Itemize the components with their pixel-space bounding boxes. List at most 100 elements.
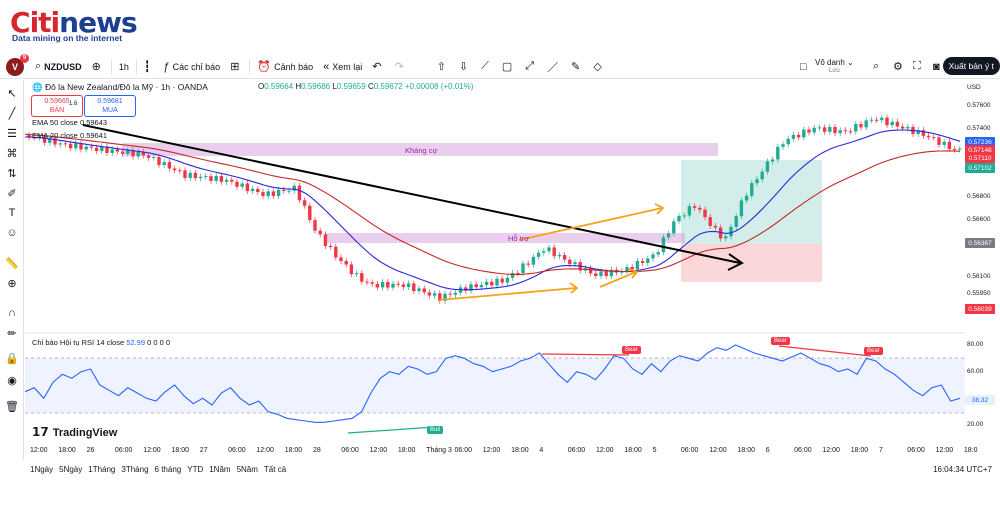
candle <box>448 293 452 295</box>
settings-button[interactable]: ⚙ <box>888 55 911 79</box>
sell-button[interactable]: 0.59665 BÁN <box>31 95 83 117</box>
price-tick: 0.56100 <box>967 273 991 280</box>
citinews-logo[interactable]: Citinews <box>10 6 138 39</box>
range-button[interactable]: YTD <box>187 465 204 474</box>
time-tick: 06:00 <box>794 447 812 454</box>
candle <box>198 176 203 179</box>
brush-icon: ✐ <box>7 187 17 200</box>
ema20-legend[interactable]: EMA 20 close 0.59641 <box>32 131 108 140</box>
layout-button[interactable]: ⊞ <box>225 55 247 79</box>
candle <box>776 146 780 160</box>
candle <box>656 252 660 255</box>
fill-tool[interactable]: ◇ <box>588 55 609 79</box>
indicators-icon: ƒ <box>163 60 170 73</box>
position-tool[interactable]: ⇅ <box>4 165 20 181</box>
layout-name-button[interactable]: Vô danh ⌄ Lưu <box>815 58 854 74</box>
candle <box>885 117 889 126</box>
lock-tool[interactable]: 🔒 <box>4 350 20 366</box>
arrow-down-tool[interactable]: ⇩ <box>454 55 476 79</box>
path-icon: ⤢ <box>525 60 535 72</box>
candle <box>765 161 770 172</box>
undo-button[interactable]: ↶ <box>367 55 389 79</box>
brush-side-tool[interactable]: ✐ <box>4 185 20 201</box>
alerts-button[interactable]: ⏰ Cảnh báo <box>257 61 314 73</box>
chart-area[interactable] <box>25 80 965 445</box>
candle <box>640 260 645 263</box>
time-tick: 18:00 <box>624 447 642 454</box>
candle <box>682 215 686 217</box>
time-tick: 18:00 <box>737 447 756 454</box>
price-label: 0.57148 <box>965 145 995 155</box>
buy-button[interactable]: 0.59681 MUA <box>84 95 136 117</box>
range-button[interactable]: 5Năm <box>236 465 258 474</box>
path-tool[interactable]: ⤢ <box>520 55 542 79</box>
time-tick: 7 <box>879 447 883 454</box>
time-tick: 06:00 <box>341 447 359 454</box>
ema50-legend[interactable]: EMA 50 close 0.59643 <box>32 118 108 127</box>
line-tool[interactable]: ╱ <box>4 105 20 121</box>
brush-tool[interactable]: ✎ <box>566 55 588 79</box>
interval-button[interactable]: 1h <box>118 61 129 72</box>
candle <box>521 263 525 273</box>
chart-type-button[interactable]: ┇ <box>139 55 159 79</box>
magnet-tool[interactable]: ∩ <box>4 305 20 321</box>
tradingview-logo[interactable]: 𝟭𝟳 TradingView <box>32 425 118 439</box>
rsi-legend[interactable]: Chỉ báo Hội tụ RSI 14 close 52.99 0 0 0 … <box>32 338 171 347</box>
range-button[interactable]: 1Năm <box>209 465 231 474</box>
arrow-up-tool[interactable]: ⇧ <box>432 55 454 79</box>
gear-icon: ⚙ <box>893 61 903 73</box>
range-button[interactable]: 5Ngày <box>59 465 83 474</box>
price-tick: 0.57600 <box>967 102 991 109</box>
candle <box>375 283 380 288</box>
candle <box>781 144 785 147</box>
text-tool[interactable]: T <box>4 205 20 221</box>
candle <box>42 136 47 143</box>
ray-tool[interactable]: ／ <box>542 55 566 79</box>
fullscreen-button[interactable]: ⛶ <box>908 55 929 79</box>
replay-button[interactable]: «Xem lại <box>323 60 363 73</box>
pattern-tool[interactable]: ⌘ <box>4 145 20 161</box>
symbol-search[interactable]: ⌕ NZDUSD <box>35 60 82 72</box>
bear-tag-2: Bear <box>771 337 790 345</box>
candle <box>828 126 832 132</box>
candle <box>432 293 437 296</box>
candle <box>713 225 718 228</box>
snapshot-button[interactable]: ◙ <box>928 55 948 79</box>
indicators-button[interactable]: ƒ Các chỉ báo <box>163 60 221 73</box>
chart-title[interactable]: 🌐 Đô la New Zealand/Đô la Mỹ · 1h · OAND… <box>32 82 208 92</box>
emoji-tool[interactable]: ☺ <box>4 225 20 241</box>
candle <box>58 143 62 145</box>
time-tick: 28 <box>313 447 321 454</box>
utc-clock[interactable]: 16:04:34 UTC+7 <box>933 465 992 474</box>
range-button[interactable]: 6 tháng <box>154 465 182 474</box>
candle <box>224 179 229 182</box>
range-button[interactable]: 3Tháng <box>121 465 149 474</box>
range-button[interactable]: 1Ngày <box>30 465 54 474</box>
time-tick: 18:00 <box>397 447 416 454</box>
compare-button[interactable]: ⊕ <box>87 55 109 79</box>
publish-button[interactable]: Xuất bản ý t <box>942 57 1000 75</box>
rectangle-tool[interactable]: ▢ <box>497 55 520 79</box>
range-button[interactable]: Tất cả <box>263 465 287 474</box>
redo-button[interactable]: ↷ <box>390 55 412 79</box>
bear-divergence-line-2 <box>778 345 872 357</box>
candle <box>131 150 135 157</box>
candle <box>266 191 270 197</box>
candle <box>193 172 198 179</box>
hide-tool[interactable]: ◉ <box>4 372 20 388</box>
candle <box>438 293 442 301</box>
trash-tool[interactable]: 🗑 <box>4 398 20 414</box>
candle <box>334 246 338 258</box>
layout-toggle[interactable]: □ <box>795 55 815 79</box>
zoom-in-tool[interactable]: ⊕ <box>4 275 20 291</box>
candle <box>354 273 359 275</box>
quick-search-button[interactable]: ⌕ <box>868 55 887 79</box>
ruler-tool[interactable]: 📏 <box>4 255 20 271</box>
fib-tool[interactable]: ☰ <box>4 125 20 141</box>
stay-drawing-tool[interactable]: ✏ <box>4 325 20 341</box>
trendline-tool[interactable]: ⟋ <box>476 55 497 79</box>
candle <box>568 259 572 265</box>
cursor-tool[interactable]: ↖ <box>4 85 20 101</box>
range-button[interactable]: 1Tháng <box>88 465 116 474</box>
